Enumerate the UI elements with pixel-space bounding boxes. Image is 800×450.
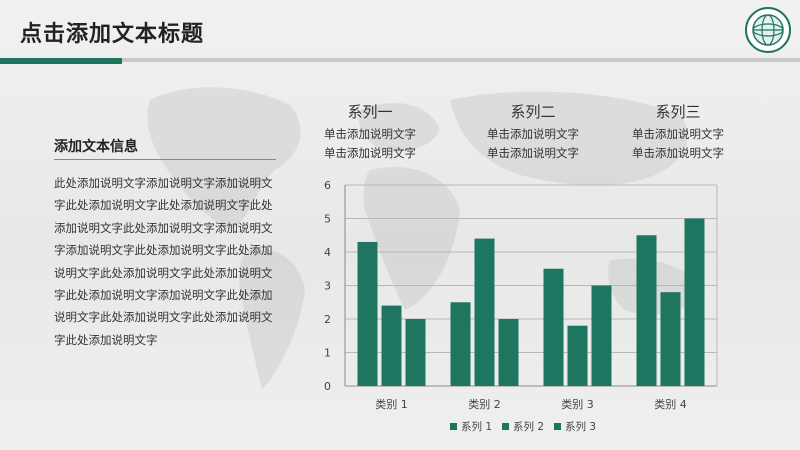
info-heading: 添加文本信息 bbox=[54, 139, 138, 155]
x-tick-label: 类别 3 bbox=[561, 397, 594, 411]
series-header-2: 系列二 单击添加说明文字 单击添加说明文字 bbox=[468, 102, 598, 163]
series-header-desc: 单击添加说明文字 bbox=[324, 127, 416, 141]
y-tick-label: 1 bbox=[324, 347, 331, 360]
state-grid-logo-icon bbox=[745, 7, 791, 53]
bar bbox=[660, 292, 681, 386]
y-tick-label: 0 bbox=[324, 380, 331, 393]
series-header-name: 系列三 bbox=[655, 103, 701, 121]
world-map-background bbox=[147, 87, 700, 390]
bar bbox=[405, 319, 426, 386]
bar bbox=[450, 302, 471, 386]
series-header-name: 系列二 bbox=[510, 103, 556, 121]
y-tick-label: 3 bbox=[324, 280, 331, 293]
series-header-desc: 单击添加说明文字 bbox=[487, 146, 579, 160]
series-header-desc: 单击添加说明文字 bbox=[632, 127, 724, 141]
series-header-desc: 单击添加说明文字 bbox=[632, 146, 724, 160]
bar bbox=[684, 218, 705, 386]
legend-label: 系列 1 bbox=[461, 420, 492, 433]
x-tick-label: 类别 4 bbox=[654, 397, 687, 411]
legend-swatch bbox=[502, 423, 509, 430]
info-body-text: 此处添加说明文字添加说明文字添加说明文字此处添加说明文字此处添加说明文字此处添加… bbox=[54, 176, 273, 347]
bar bbox=[543, 268, 564, 386]
legend-label: 系列 2 bbox=[513, 420, 544, 433]
legend-swatch bbox=[554, 423, 561, 430]
y-tick-label: 5 bbox=[324, 213, 331, 226]
series-header-3: 系列三 单击添加说明文字 单击添加说明文字 bbox=[613, 102, 743, 163]
y-tick-label: 6 bbox=[324, 179, 331, 192]
bar bbox=[381, 305, 402, 386]
series-header-desc: 单击添加说明文字 bbox=[324, 146, 416, 160]
y-tick-label: 2 bbox=[324, 313, 331, 326]
header-accent-bar bbox=[0, 58, 122, 64]
bar bbox=[474, 238, 495, 386]
y-tick-label: 4 bbox=[324, 246, 331, 259]
legend-label: 系列 3 bbox=[565, 420, 596, 433]
bar bbox=[591, 285, 612, 386]
info-divider bbox=[54, 159, 276, 160]
series-header-1: 系列一 单击添加说明文字 单击添加说明文字 bbox=[305, 102, 435, 163]
header-divider bbox=[0, 58, 800, 62]
x-tick-label: 类别 1 bbox=[375, 397, 408, 411]
bar bbox=[357, 241, 378, 386]
bar bbox=[567, 325, 588, 386]
series-header-desc: 单击添加说明文字 bbox=[487, 127, 579, 141]
bar bbox=[498, 319, 519, 386]
legend-swatch bbox=[450, 423, 457, 430]
page-title: 点击添加文本标题 bbox=[20, 22, 205, 47]
series-header-name: 系列一 bbox=[347, 103, 393, 121]
bar bbox=[636, 235, 657, 386]
x-tick-label: 类别 2 bbox=[468, 397, 501, 411]
